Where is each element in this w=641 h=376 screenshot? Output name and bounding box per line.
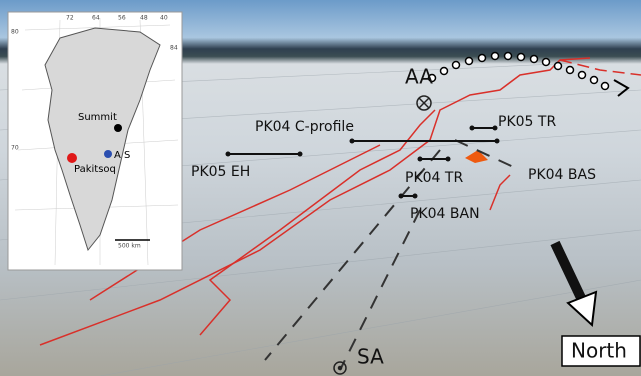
label-aa: AA — [405, 65, 433, 89]
label-north: North — [571, 339, 627, 363]
inset-tick: 56 — [118, 15, 126, 22]
label-pk05-eh: PK05 EH — [191, 164, 250, 180]
north-arrow — [555, 243, 596, 325]
inset-tick: 40 — [160, 15, 168, 22]
label-pk04-tr: PK04 TR — [405, 170, 463, 186]
figure: AA SA PK04 C-profile PK05 TR PK04 TR PK0… — [0, 0, 641, 376]
inset-pakitsoq: Pakitsoq — [74, 164, 116, 175]
inset-tick: 84 — [170, 45, 178, 52]
inset-map: Summit A S Pakitsoq 500 km 72 64 56 48 4… — [8, 12, 182, 270]
margin-line — [200, 110, 435, 335]
inset-tick: 70 — [11, 145, 19, 152]
label-sa: SA — [357, 345, 384, 369]
label-pk05-tr: PK05 TR — [498, 114, 556, 130]
label-pk04-bas: PK04 BAS — [528, 167, 596, 183]
arc-arrowhead — [614, 80, 628, 96]
sa-symbol — [334, 362, 346, 374]
label-pk04-ban: PK04 BAN — [410, 206, 480, 222]
inset-scale: 500 km — [118, 243, 141, 250]
flow-line — [455, 140, 520, 170]
site-marker — [465, 150, 488, 163]
inset-summit: Summit — [78, 112, 117, 123]
label-pk04-c-profile: PK04 C-profile — [255, 119, 354, 135]
inset-as: A S — [114, 150, 130, 161]
annotated-photo: AA SA PK04 C-profile PK05 TR PK04 TR PK0… — [0, 0, 641, 376]
inset-tick: 72 — [66, 15, 74, 22]
inset-tick: 80 — [11, 29, 19, 36]
profile-lines — [226, 126, 500, 199]
inset-tick: 48 — [140, 15, 148, 22]
inset-tick: 64 — [92, 15, 100, 22]
